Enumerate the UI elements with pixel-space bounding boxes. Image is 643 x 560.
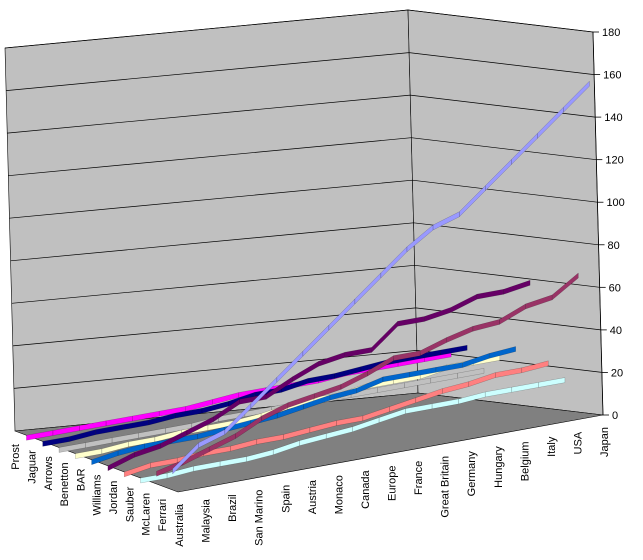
- x-tick-label: USA: [572, 431, 584, 454]
- series-jaguar: [42, 344, 468, 447]
- series-layer: [26, 80, 590, 484]
- x-tick-label: Austria: [307, 479, 319, 514]
- x-tick-label: Brazil: [227, 494, 239, 522]
- depth-tick-label: Jaguar: [26, 450, 38, 484]
- series-segment: [538, 377, 566, 388]
- depth-tick-label: BAR: [75, 468, 87, 491]
- series-segment: [552, 272, 579, 301]
- x-tick-label: France: [413, 461, 425, 495]
- x-tick-label: Great Britain: [440, 456, 452, 518]
- series-segment: [521, 360, 549, 374]
- y-axis-line: [592, 31, 604, 416]
- x-tick-label: Japan: [599, 427, 611, 457]
- y-tick-label: 160: [603, 70, 621, 82]
- series-segment: [489, 346, 516, 359]
- x-tick-label: Hungary: [493, 446, 505, 488]
- x-tick-label: Europe: [387, 466, 399, 501]
- depth-tick-label: Arrows: [43, 456, 55, 491]
- x-tick-label: Germany: [466, 451, 478, 497]
- x-tick-label: San Marino: [254, 490, 266, 546]
- gridline: [7, 94, 596, 134]
- depth-tick-label: Ferrari: [157, 499, 169, 531]
- y-tick-label: 140: [604, 112, 622, 124]
- x-tick-label: Spain: [280, 485, 292, 513]
- y-axis: 0 20 40 60 80 100 120 140 160 180: [592, 27, 625, 422]
- series-arrows: [58, 368, 485, 453]
- y-tick-label: 0: [612, 410, 618, 422]
- depth-tick-label: Benetton: [59, 462, 71, 506]
- x-tick-label: Canada: [360, 469, 372, 508]
- gridline: [12, 307, 601, 347]
- y-tick-label: 20: [611, 367, 623, 379]
- y-tick-label: 80: [608, 240, 620, 252]
- y-tick-label: 40: [610, 325, 622, 337]
- series-ferrari: [172, 80, 590, 475]
- gridline: [8, 137, 597, 177]
- depth-axis: Prost Jaguar Arrows Benetton BAR Williams Jord…: [10, 444, 169, 536]
- gridline: [11, 264, 600, 304]
- series-segment: [440, 344, 468, 356]
- series-segment: [563, 80, 590, 113]
- series-bar: [91, 346, 516, 465]
- y-tick-label: 180: [602, 27, 620, 39]
- depth-tick-label: McLaren: [141, 493, 153, 536]
- depth-tick-label: Williams: [92, 474, 104, 515]
- x-axis: Australia Malaysia Brazil San Marino Spain Au…: [174, 427, 611, 547]
- series-sauber: [140, 377, 566, 484]
- x-tick-label: Italy: [546, 436, 558, 457]
- x-tick-label: Monaco: [333, 475, 345, 514]
- depth-tick-label: Jordan: [108, 481, 120, 515]
- gridline: [6, 52, 595, 91]
- y-tick-label: 100: [606, 197, 624, 209]
- series-segment: [503, 280, 531, 295]
- x-tick-label: Malaysia: [201, 498, 213, 542]
- depth-tick-label: Sauber: [124, 486, 136, 522]
- y-tick-label: 120: [605, 155, 623, 167]
- y-tick-label: 60: [609, 282, 621, 294]
- series-mclaren: [156, 272, 579, 477]
- x-tick-label: Australia: [174, 503, 186, 547]
- gridline: [4, 9, 594, 49]
- series-segment: [457, 368, 485, 379]
- depth-tick-label: Prost: [10, 444, 22, 470]
- chart-gridlines: [4, 9, 602, 389]
- gridline: [9, 179, 598, 219]
- series-williams: [107, 280, 531, 472]
- gridline: [10, 222, 599, 262]
- x-tick-label: Belgium: [519, 441, 531, 481]
